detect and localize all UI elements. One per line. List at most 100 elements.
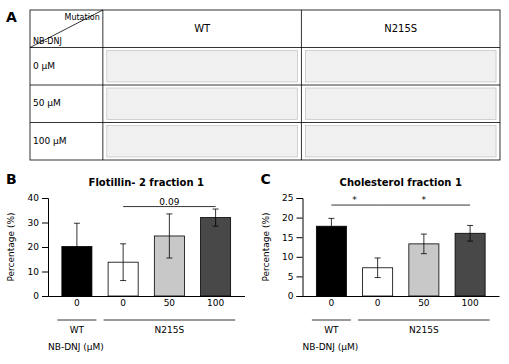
y-tick: 20 (282, 213, 302, 223)
y-tick: 0 (33, 291, 48, 301)
group-label: WT (324, 325, 339, 335)
x-tick: 0 (74, 296, 80, 308)
y-tick-mark (42, 198, 48, 199)
group-label: WT (70, 325, 85, 335)
x-tick: 50 (164, 296, 176, 308)
y-axis-title: Percentage (%) (261, 212, 271, 281)
row-header: NB-DNJ (33, 37, 62, 46)
blot-box (107, 88, 298, 120)
table-divider (30, 122, 500, 123)
y-tick-label: 20 (28, 242, 40, 252)
table-divider (30, 47, 500, 48)
table-panel: ANB-DNJMutationWTN215S0 μM50 μM100 μM (6, 9, 500, 160)
x-tick-label: 50 (418, 298, 430, 308)
chart-title: Flotillin- 2 fraction 1 (89, 177, 204, 188)
axis-line (49, 296, 246, 297)
error-bar (375, 258, 381, 278)
y-tick-label: 5 (288, 272, 294, 282)
x-tick: 100 (462, 296, 479, 308)
blot-box (107, 51, 298, 83)
x-tick-label: 0 (74, 298, 80, 308)
error-bar (328, 218, 334, 234)
y-axis: 0 5 10 15 20 25 (282, 193, 303, 301)
column-label: WT (194, 23, 211, 34)
plot-area (62, 207, 231, 296)
bar (455, 233, 485, 296)
blot-box (305, 51, 496, 83)
y-axis-title: Percentage (%) (6, 212, 16, 281)
table-diagonal (30, 10, 103, 48)
x-axis: 0050100 (49, 296, 246, 308)
significance-label: 0.09 (159, 197, 179, 207)
table-divider (30, 85, 500, 86)
x-tick-label: 0 (329, 298, 335, 308)
y-tick-label: 25 (282, 193, 293, 203)
y-tick: 20 (28, 242, 48, 252)
y-tick: 0 (288, 291, 303, 301)
y-tick: 40 (28, 193, 48, 203)
blot-box (107, 126, 298, 158)
error-bar (213, 209, 219, 226)
group-label: N215S (409, 325, 439, 335)
y-tick-label: 10 (282, 252, 294, 262)
x-tick-label: 0 (375, 298, 381, 308)
error-bar (120, 244, 126, 281)
row-label: 0 μM (33, 61, 55, 71)
y-tick: 15 (282, 233, 302, 243)
error-bar (166, 214, 172, 258)
y-tick-mark (297, 276, 303, 277)
y-tick-mark (42, 272, 48, 273)
y-tick-label: 0 (33, 291, 39, 301)
x-tick-label: 100 (207, 298, 224, 308)
axis-line (297, 199, 304, 297)
y-tick-mark (42, 247, 48, 248)
y-tick-mark (297, 237, 303, 238)
y-tick-label: 30 (28, 218, 40, 228)
row-label: 100 μM (33, 136, 67, 146)
y-tick-mark (297, 218, 303, 219)
y-tick: 30 (28, 218, 48, 228)
x-axis: 0 0 50 100 (303, 296, 500, 308)
y-tick-mark (297, 296, 303, 297)
y-tick-label: 15 (282, 233, 293, 243)
y-tick-label: 20 (282, 213, 294, 223)
y-tick: 10 (282, 252, 302, 262)
group-underline (57, 320, 96, 321)
blot-box (305, 126, 496, 158)
error-bar (467, 225, 473, 241)
row-label: 50 μM (33, 98, 61, 108)
y-tick-mark (297, 198, 303, 199)
blot-box (305, 88, 496, 120)
panel-label: A (6, 9, 17, 25)
y-tick-label: 0 (288, 291, 294, 301)
chart-title: Cholesterol fraction 1 (340, 177, 462, 188)
error-bar (74, 223, 80, 270)
y-tick-mark (297, 257, 303, 258)
group-label: N215S (155, 325, 185, 335)
panel-label: C (261, 171, 271, 187)
panel-label: B (6, 171, 17, 187)
y-tick-label: 10 (28, 267, 40, 277)
x-axis-title: NB-DNJ (μM) (303, 342, 359, 352)
y-tick-label: 40 (28, 193, 40, 203)
chart-root: ANB-DNJMutationWTN215S0 μM50 μM100 μMBFl… (0, 0, 509, 364)
x-tick-label: 100 (462, 298, 479, 308)
group-underline (104, 320, 236, 321)
group-underline (312, 320, 351, 321)
bar-panel: BFlotillin- 2 fraction 10102030400050100… (6, 171, 245, 352)
x-tick: 0 (329, 296, 335, 308)
y-axis: 0 10 20 30 40 (28, 193, 49, 301)
plot-area (316, 205, 485, 296)
axis-line (42, 199, 49, 297)
y-tick: 5 (288, 272, 303, 282)
table-border (30, 10, 500, 160)
group-underline (358, 320, 490, 321)
significance-label: * (422, 195, 427, 205)
x-tick: 100 (207, 296, 224, 308)
y-tick: 25 (282, 193, 302, 203)
x-tick-label: 50 (164, 298, 176, 308)
y-tick-mark (42, 296, 48, 297)
y-tick: 10 (28, 267, 48, 277)
y-tick-mark (42, 223, 48, 224)
bar (201, 218, 231, 296)
